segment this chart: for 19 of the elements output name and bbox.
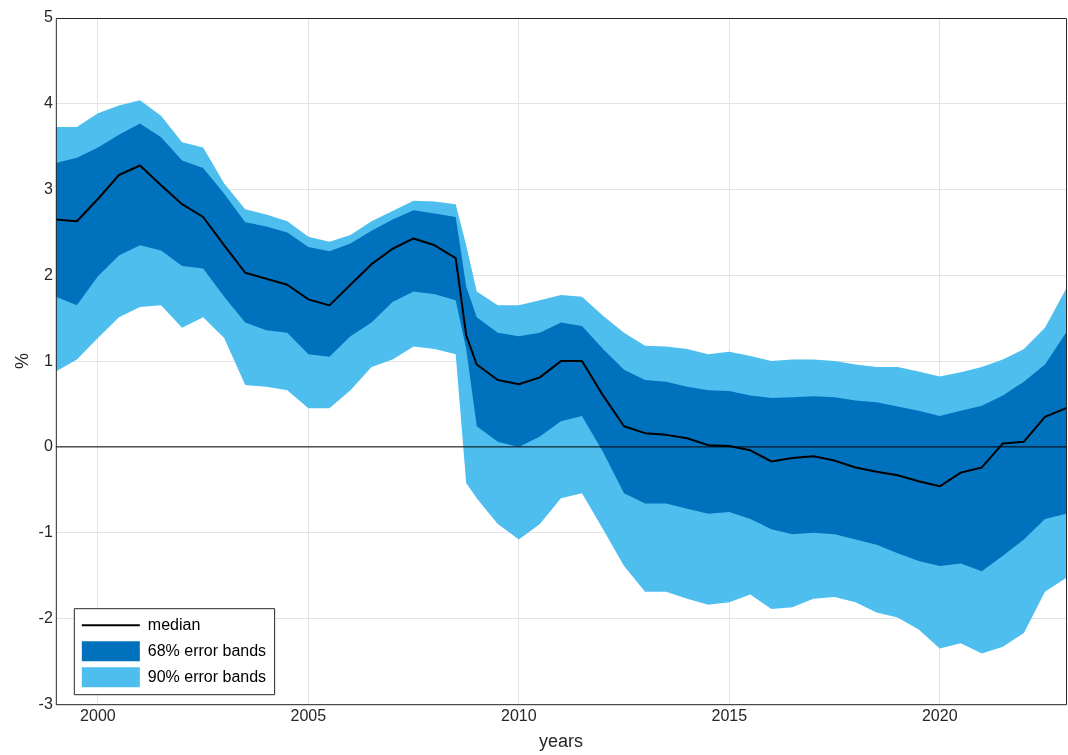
y-tick-label: 1 [43, 351, 53, 369]
legend-label: 90% error bands [147, 667, 267, 685]
y-tick-label: 3 [43, 179, 53, 197]
y-axis-title: % [11, 353, 32, 370]
x-axis-title: years [538, 731, 583, 752]
y-tick-label: 4 [43, 94, 53, 112]
y-tick-label: 5 [43, 8, 53, 26]
y-tick-label: 0 [43, 437, 53, 455]
legend-label: 68% error bands [147, 641, 267, 659]
x-tick-label: 2020 [921, 707, 958, 725]
y-tick-label: -2 [38, 608, 53, 626]
y-tick-label: 2 [43, 265, 53, 283]
x-tick-label: 2015 [711, 707, 748, 725]
x-tick-label: 2000 [80, 707, 116, 725]
x-tick-label: 2005 [290, 707, 327, 725]
y-tick-label: -3 [38, 694, 53, 712]
y-tick-label: -1 [38, 523, 53, 541]
x-tick-label: 2010 [501, 707, 537, 725]
legend-label: median [147, 615, 201, 633]
